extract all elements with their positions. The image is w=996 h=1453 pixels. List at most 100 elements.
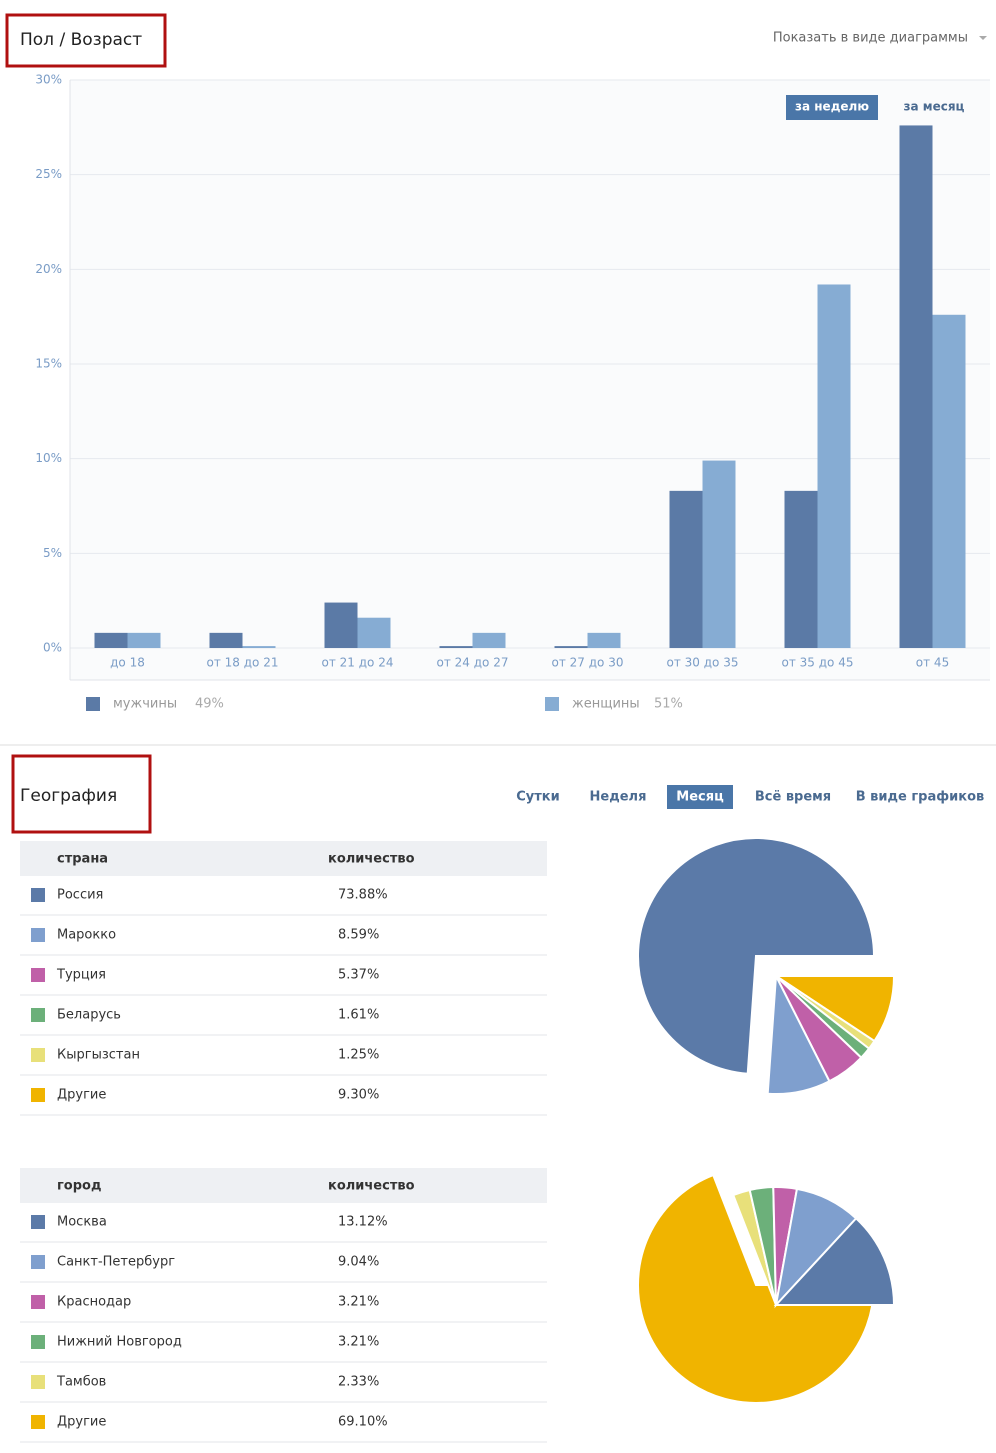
row-swatch xyxy=(31,888,45,902)
row-value: 2.33% xyxy=(338,1375,379,1390)
row-swatch xyxy=(31,968,45,982)
section-title: Пол / Возраст xyxy=(20,30,142,50)
bar xyxy=(817,284,851,648)
row-name: Беларусь xyxy=(57,1008,121,1023)
bar xyxy=(472,632,506,648)
x-tick-label: от 21 до 24 xyxy=(322,656,394,670)
y-tick-label: 0% xyxy=(43,641,62,655)
y-tick-label: 25% xyxy=(35,167,62,181)
row-swatch xyxy=(31,1295,45,1309)
x-tick-label: от 35 до 45 xyxy=(782,656,854,670)
pie-slice xyxy=(637,1173,876,1404)
y-tick-label: 15% xyxy=(35,357,62,371)
legend-label[interactable]: женщины xyxy=(572,697,640,712)
row-name: Другие xyxy=(57,1088,106,1103)
period-button[interactable]: за месяц xyxy=(904,100,965,114)
bar xyxy=(209,632,243,648)
title-highlight xyxy=(5,13,167,68)
legend-swatch xyxy=(545,697,559,711)
y-tick-label: 20% xyxy=(35,262,62,276)
period-button[interactable]: за неделю xyxy=(795,100,869,114)
bar xyxy=(899,125,933,648)
row-value: 5.37% xyxy=(338,968,379,983)
bar xyxy=(784,490,818,648)
row-swatch xyxy=(31,1415,45,1429)
row-swatch xyxy=(31,1088,45,1102)
row-value: 1.25% xyxy=(338,1048,379,1063)
row-name: Санкт-Петербург xyxy=(57,1255,175,1270)
tab[interactable]: Неделя xyxy=(590,790,647,805)
row-value: 3.21% xyxy=(338,1295,379,1310)
x-tick-label: от 24 до 27 xyxy=(437,656,509,670)
x-tick-label: до 18 xyxy=(110,656,145,670)
row-value: 13.12% xyxy=(338,1215,388,1230)
row-value: 1.61% xyxy=(338,1008,379,1023)
row-swatch xyxy=(31,1008,45,1022)
bar xyxy=(669,490,703,648)
row-name: Россия xyxy=(57,888,103,903)
tab-active-bg xyxy=(667,785,733,809)
row-name: Турция xyxy=(56,968,106,983)
legend-swatch xyxy=(86,697,100,711)
legend-share: 51% xyxy=(654,697,683,712)
view-toggle[interactable]: Показать в виде диаграммы xyxy=(773,31,968,46)
table-header: страна xyxy=(57,852,108,867)
bar xyxy=(554,646,588,648)
tab[interactable]: Сутки xyxy=(516,790,559,805)
x-tick-label: от 27 до 30 xyxy=(552,656,624,670)
period-active-bg xyxy=(786,95,878,120)
bar xyxy=(587,632,621,648)
pie-slice xyxy=(637,837,876,1075)
row-value: 73.88% xyxy=(338,888,388,903)
row-swatch xyxy=(31,1335,45,1349)
row-value: 8.59% xyxy=(338,928,379,943)
pie-slice xyxy=(766,972,831,1096)
x-tick-label: от 45 xyxy=(916,656,949,670)
bar xyxy=(439,646,473,648)
table-header-bg xyxy=(20,841,547,876)
legend-label[interactable]: мужчины xyxy=(113,697,177,712)
row-name: Марокко xyxy=(57,928,116,943)
legend-share: 49% xyxy=(195,697,224,712)
row-name: Тамбов xyxy=(56,1375,106,1390)
dropdown-arrow xyxy=(979,36,987,40)
row-name: Нижний Новгород xyxy=(57,1335,182,1350)
row-name: Другие xyxy=(57,1415,106,1430)
bar xyxy=(324,602,358,648)
title-highlight xyxy=(11,754,152,834)
row-value: 69.10% xyxy=(338,1415,388,1430)
pie-slice xyxy=(773,1216,896,1306)
bar xyxy=(242,646,276,648)
x-tick-label: от 30 до 35 xyxy=(667,656,739,670)
row-swatch xyxy=(31,1048,45,1062)
y-tick-label: 30% xyxy=(35,73,62,87)
table-header: количество xyxy=(328,1179,415,1194)
row-name: Кыргызстан xyxy=(57,1048,140,1063)
row-swatch xyxy=(31,1215,45,1229)
bar xyxy=(702,460,736,648)
bar xyxy=(127,632,161,648)
bar xyxy=(94,632,128,648)
row-swatch xyxy=(31,1375,45,1389)
section-title: География xyxy=(20,786,117,806)
row-value: 9.30% xyxy=(338,1088,379,1103)
tab[interactable]: В виде графиков xyxy=(856,790,984,805)
row-name: Москва xyxy=(57,1215,107,1230)
row-name: Краснодар xyxy=(57,1295,131,1310)
tab[interactable]: Всё время xyxy=(755,790,831,805)
tab[interactable]: Месяц xyxy=(676,790,724,805)
x-tick-label: от 18 до 21 xyxy=(207,656,279,670)
table-header-bg xyxy=(20,1168,547,1203)
bar xyxy=(357,617,391,648)
y-tick-label: 10% xyxy=(35,451,62,465)
y-tick-label: 5% xyxy=(43,546,62,560)
row-value: 3.21% xyxy=(338,1335,379,1350)
bar xyxy=(932,314,966,648)
table-header: город xyxy=(57,1179,101,1194)
row-swatch xyxy=(31,1255,45,1269)
plot-bg xyxy=(70,80,990,680)
table-header: количество xyxy=(328,852,415,867)
row-swatch xyxy=(31,928,45,942)
